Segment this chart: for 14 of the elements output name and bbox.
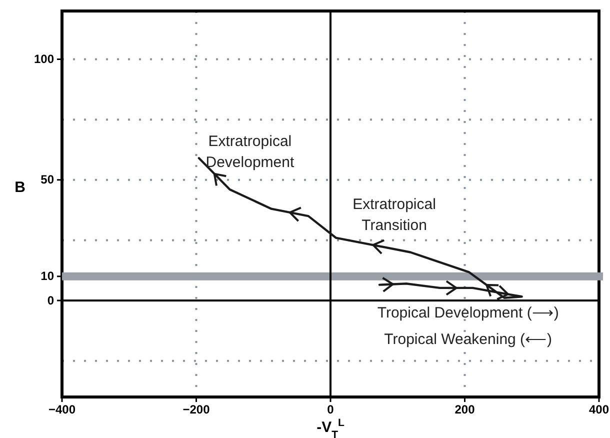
annotation: Extratropical Development: [206, 133, 295, 172]
annotation: Tropical Development (⟶): [377, 304, 559, 322]
y-tick-label: 0: [47, 293, 54, 308]
annotation: Tropical Weakening (⟵): [384, 330, 552, 348]
x-tick-label: 0: [327, 402, 334, 417]
y-tick-label: 100: [34, 52, 54, 66]
x-tick-label: 200: [454, 402, 476, 417]
y-axis-title: B: [14, 178, 26, 196]
y-tick-label: 50: [40, 172, 54, 187]
x-tick-label: −200: [182, 402, 210, 417]
x-tick-label: 400: [588, 402, 610, 417]
x-tick-label: −400: [48, 402, 76, 417]
y-tick-label: 10: [40, 269, 54, 284]
annotation: Extratropical Transition: [352, 196, 436, 234]
